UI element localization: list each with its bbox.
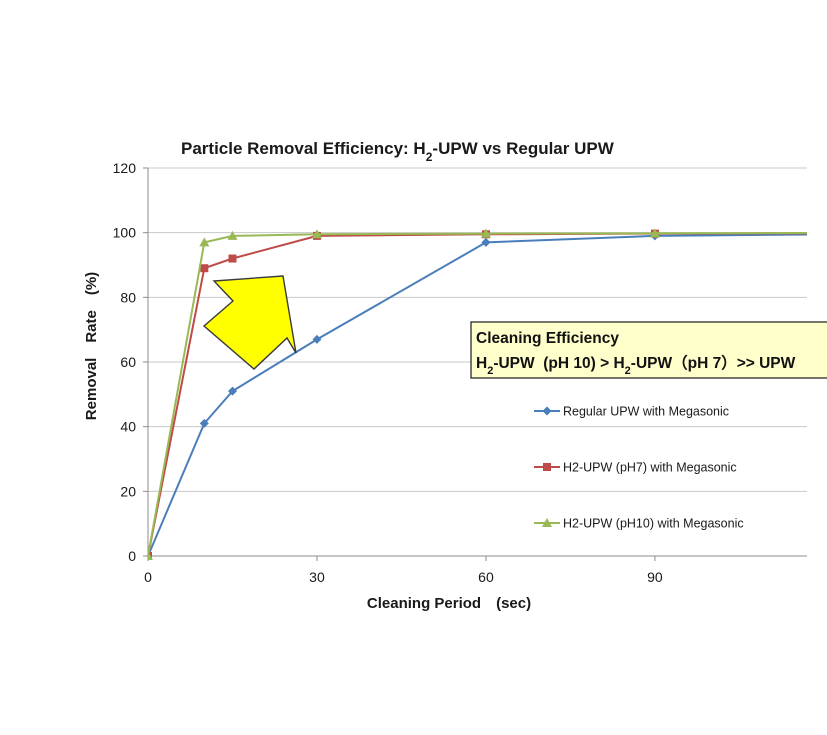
x-axis-label: Cleaning Period (sec) bbox=[367, 595, 531, 612]
data-point bbox=[199, 237, 210, 247]
series-layer bbox=[148, 228, 827, 561]
legend-marker bbox=[542, 518, 552, 527]
x-tick-label: 90 bbox=[647, 569, 663, 585]
legend: Regular UPW with Megasonic H2-UPW (pH7) w… bbox=[534, 405, 744, 531]
data-point bbox=[820, 229, 827, 237]
series-3 bbox=[148, 228, 827, 560]
legend-item-1: Regular UPW with Megasonic bbox=[534, 405, 729, 419]
data-point bbox=[227, 230, 238, 240]
data-point bbox=[481, 237, 491, 247]
data-point bbox=[200, 264, 209, 273]
y-tick-label: 100 bbox=[113, 225, 137, 241]
data-point bbox=[228, 254, 237, 263]
data-point bbox=[480, 228, 491, 238]
data-point bbox=[819, 230, 827, 239]
legend-marker bbox=[543, 463, 551, 471]
axes bbox=[143, 167, 807, 561]
y-tick-label: 0 bbox=[128, 548, 136, 564]
annotation-line: H2-UPW (pH 10) > H2-UPW（pH 7）>> UPW bbox=[476, 354, 796, 377]
legend-label: H2-UPW (pH10) with Megasonic bbox=[563, 517, 744, 531]
y-tick-label: 20 bbox=[120, 483, 136, 499]
y-tick-label: 120 bbox=[113, 160, 137, 176]
legend-item-3: H2-UPW (pH10) with Megasonic bbox=[534, 517, 744, 531]
x-tick-label: 0 bbox=[144, 569, 152, 585]
legend-label: H2-UPW (pH7) with Megasonic bbox=[563, 461, 737, 475]
y-tick-label: 60 bbox=[120, 354, 136, 370]
data-point bbox=[649, 228, 660, 238]
annotation-title: Cleaning Efficiency bbox=[476, 330, 619, 347]
annotation-box: Cleaning Efficiency H2-UPW (pH 10) > H2-… bbox=[470, 321, 827, 379]
data-point bbox=[819, 228, 827, 237]
legend-item-2: H2-UPW (pH7) with Megasonic bbox=[534, 461, 737, 475]
x-tick-label: 60 bbox=[478, 569, 494, 585]
arrow-annotation bbox=[202, 275, 297, 370]
data-point bbox=[311, 229, 322, 239]
chart-title: Particle Removal Efficiency: H2-UPW vs R… bbox=[181, 139, 615, 164]
y-tick-label: 80 bbox=[120, 289, 136, 305]
data-point bbox=[148, 551, 153, 560]
data-point bbox=[227, 386, 237, 396]
y-axis-label: Removal Rate (%) bbox=[83, 272, 100, 420]
data-point bbox=[199, 418, 209, 428]
x-tick-label: 30 bbox=[309, 569, 325, 585]
tick-labels: 0 20 40 60 80 100 120 0 30 60 90 bbox=[113, 160, 663, 585]
legend-label: Regular UPW with Megasonic bbox=[563, 405, 729, 419]
data-point bbox=[312, 334, 322, 344]
y-tick-label: 40 bbox=[120, 419, 136, 435]
legend-marker bbox=[542, 406, 552, 416]
